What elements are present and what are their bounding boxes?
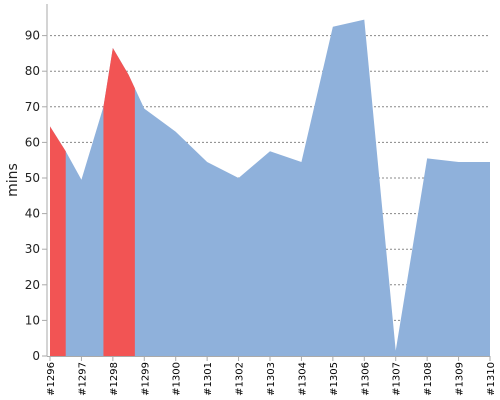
y-tick-label: 30 [25,242,40,256]
x-tick-label: #1300 [172,362,183,396]
y-tick-label: 0 [32,349,40,363]
x-tick-labels: #1296 #1297 #1298 #1299 #1300 #1301 #1302 #1303… [46,362,497,396]
x-tick-label: #1304 [297,362,308,396]
x-tick-label: #1297 [77,362,88,396]
y-axis-label: mins [5,163,21,197]
y-tick-label: 50 [25,171,40,185]
x-tick-label: #1306 [360,362,371,396]
chart-areas [50,19,490,357]
x-tick-label: #1298 [109,362,120,396]
y-tick-label: 70 [25,100,40,114]
x-tick-label: #1305 [329,362,340,396]
x-tick-label: #1308 [423,362,434,396]
x-tick-label: #1301 [203,362,214,396]
x-tick-label: #1309 [455,362,466,396]
y-tick-label: 40 [25,207,40,221]
x-tick-label: #1296 [46,362,57,396]
x-tick-label: #1307 [392,362,403,396]
x-tick-label: #1302 [235,362,246,396]
y-tick-label: 10 [25,313,40,327]
highlight-area [50,126,66,356]
series-area [50,19,490,357]
y-tick-label: 20 [25,278,40,292]
y-tick-labels: 0 10 20 30 40 50 60 70 80 90 [25,29,40,363]
x-tick-label: #1310 [486,362,497,396]
y-tick-label: 80 [25,64,40,78]
highlight-area [103,48,135,357]
y-tick-label: 60 [25,135,40,149]
x-tick-label: #1299 [140,362,151,396]
x-tick-label: #1303 [266,362,277,396]
axes [42,4,491,361]
y-tick-label: 90 [25,29,40,43]
